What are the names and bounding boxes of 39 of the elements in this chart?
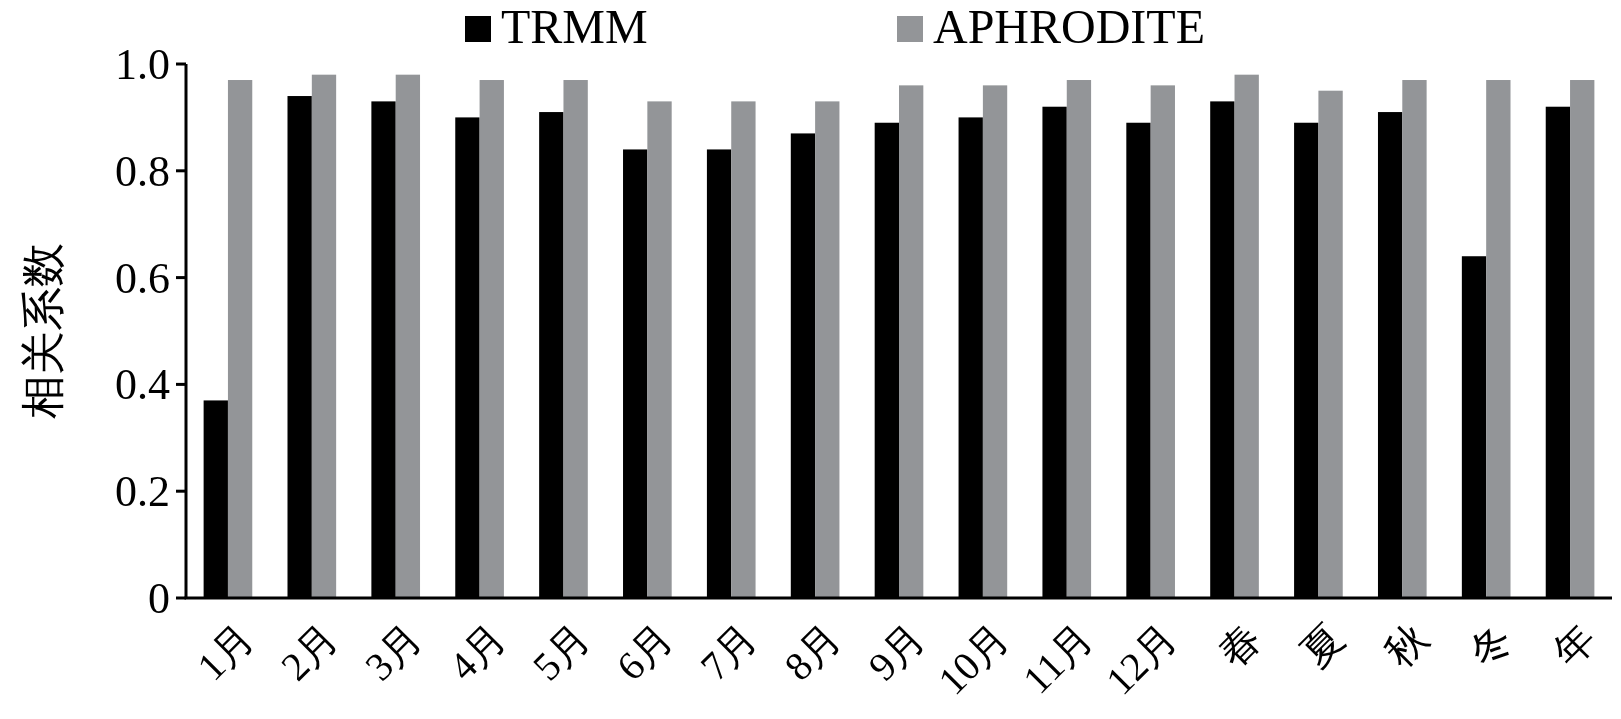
x-tick-label: 冬 [1460, 614, 1521, 676]
bar [647, 101, 672, 598]
y-tick-label: 0 [148, 574, 170, 623]
x-tick-label: 2月 [272, 614, 347, 690]
x-tick-label: 6月 [607, 614, 683, 690]
bar [1066, 80, 1092, 598]
bar [815, 101, 840, 598]
x-tick-label: 年 [1544, 614, 1605, 676]
bar [731, 101, 756, 598]
bar [395, 74, 421, 598]
bar [1486, 80, 1511, 598]
y-tick-label: 1.0 [115, 40, 170, 89]
x-tick-label: 4月 [440, 614, 515, 690]
bar [311, 74, 337, 598]
bar [1318, 90, 1343, 598]
y-tick-label: 0.6 [115, 253, 170, 303]
bar [227, 80, 253, 598]
bar [1402, 80, 1427, 598]
y-tick-label: 0.4 [115, 360, 170, 410]
legend-label: TRMM [501, 0, 648, 53]
bar [479, 80, 504, 598]
bar [1150, 85, 1175, 598]
x-tick-label: 夏 [1293, 614, 1354, 676]
x-tick-label: 5月 [523, 614, 599, 690]
y-tick-label: 0.8 [115, 146, 170, 196]
bar [982, 85, 1008, 598]
x-tick-label: 7月 [691, 614, 766, 690]
y-tick-label: 0.2 [115, 467, 170, 517]
y-axis-title: 相关系数 [19, 243, 68, 419]
x-tick-label: 3月 [356, 614, 431, 690]
bar [1234, 74, 1259, 598]
x-tick-label: 秋 [1376, 614, 1438, 676]
legend-label: APHRODITE [933, 0, 1205, 53]
x-tick-label: 8月 [775, 614, 850, 690]
x-tick-label: 春 [1209, 614, 1270, 676]
bar [899, 85, 924, 598]
x-tick-label: 1月 [188, 614, 263, 690]
bar [1570, 80, 1595, 598]
bar [563, 80, 588, 598]
